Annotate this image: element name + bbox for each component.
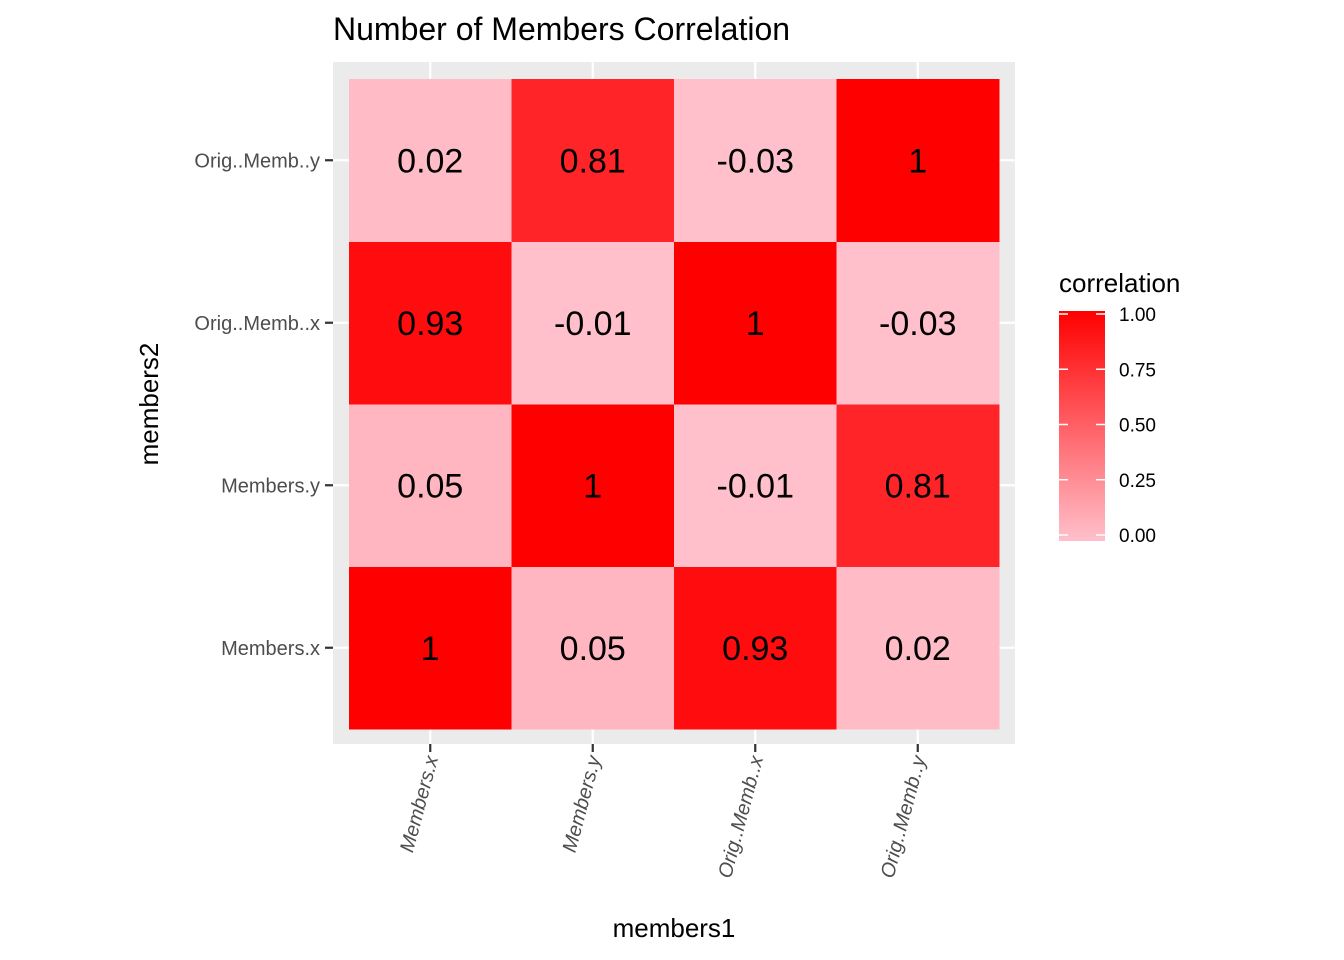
legend-tick-label: 0.25 [1119,471,1156,492]
heatmap-cell [349,241,512,405]
legend-tick-label: 0.75 [1119,360,1156,381]
cell-value-label: 1 [908,142,927,180]
cell-value-label: 0.93 [722,630,788,668]
legend-tick-label: 0.00 [1119,526,1156,547]
y-tick-label: Orig..Memb..x [194,313,320,335]
cell-value-label: -0.03 [717,142,795,180]
heatmap-cell [349,79,512,242]
cell-value-label: -0.01 [717,467,795,505]
x-tick-label: Members.x [396,753,443,855]
heatmap-cell [349,404,512,567]
y-tick-label: Orig..Memb..y [194,150,320,172]
heatmap-cell [836,404,1000,567]
y-tick-label: Members.y [221,475,320,497]
chart-title: Number of Members Correlation [333,11,790,47]
cell-value-label: -0.01 [554,305,632,343]
y-axis-title: members2 [134,343,164,466]
legend-tick-label: 1.00 [1119,305,1156,326]
cell-value-label: 0.81 [560,142,626,180]
cell-value-label: 0.02 [397,142,463,180]
heatmap-cell [511,566,675,730]
cell-value-label: 0.05 [397,467,463,505]
heatmap-cell [511,404,675,567]
cell-value-label: 0.02 [885,630,951,668]
legend-tick-label: 0.50 [1119,416,1156,437]
heatmap-cells [349,79,1000,730]
cell-value-label: 0.93 [397,305,463,343]
x-tick-label: Orig..Memb..y [877,753,931,881]
legend-title: correlation [1059,268,1180,298]
legend-colorbar [1059,311,1105,541]
heatmap-cell [836,566,1000,730]
heatmap-cell [674,566,837,730]
cell-value-label: 1 [583,467,602,505]
heatmap-cell [836,241,1000,405]
cell-value-label: 0.81 [885,467,951,505]
cell-value-label: 1 [421,630,440,668]
legend: correlation 0.00 0.25 0.50 0.75 1.00 [1059,268,1180,547]
cell-value-label: 0.05 [560,630,626,668]
cell-value-label: -0.03 [879,305,957,343]
heatmap-cell [511,79,675,242]
heatmap-cell [674,404,837,567]
heatmap-cell [674,79,837,242]
heatmap-cell [511,241,675,405]
y-tick-label: Members.x [221,638,320,660]
y-axis: Members.x Members.y Orig..Memb..x Orig..Mem… [194,150,333,660]
x-axis-title: members1 [613,913,736,943]
x-axis: Members.x Members.y Orig..Memb..x Orig..Mem… [396,744,931,881]
heatmap-cell [836,79,1000,242]
x-tick-label: Orig..Memb..x [714,753,768,881]
cell-value-label: 1 [746,305,765,343]
x-tick-label: Members.y [559,753,606,855]
cell-value-labels: 1 0.05 0.93 0.02 0.05 1 -0.01 0.81 0.93 -0.01 1 -0.… [397,142,956,668]
heatmap-cell [674,241,837,405]
heatmap-cell [349,566,512,730]
